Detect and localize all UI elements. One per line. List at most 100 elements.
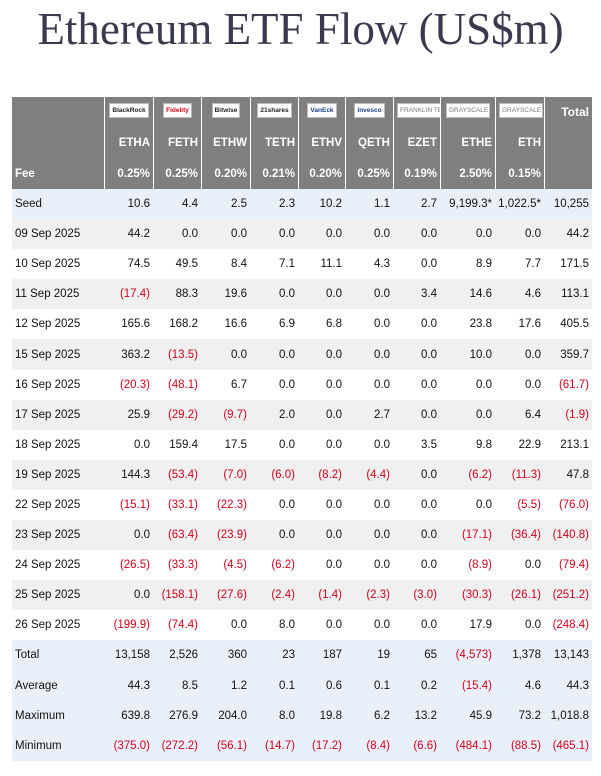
flow-cell: 65 [393, 640, 440, 671]
table-row: 17 Sep 2025 25.9 (29.2) (9.7) 2.0 0.0 2.7 0.0 0.… [12, 399, 592, 430]
flow-cell: 0.0 [298, 489, 345, 521]
flow-cell: 45.9 [440, 700, 495, 731]
flow-cell: 204.0 [201, 700, 250, 731]
flow-cell: 363.2 [104, 339, 153, 370]
flow-cell: 0.0 [345, 369, 393, 400]
flow-cell: 0.0 [393, 489, 440, 521]
flow-cell: 6.4 [495, 399, 544, 430]
flow-cell: (15.4) [440, 670, 495, 701]
flow-cell: 2.5 [201, 189, 250, 220]
flow-cell: (22.3) [201, 489, 250, 521]
corner-cell [12, 127, 104, 158]
flow-cell: (23.9) [201, 520, 250, 551]
row-label: 22 Sep 2025 [12, 489, 104, 521]
fee-cell: 0.25% [153, 158, 201, 189]
flow-cell: (4.5) [201, 550, 250, 581]
flow-cell: 0.0 [495, 219, 544, 250]
flow-cell: 13,158 [104, 640, 153, 671]
table-row: 24 Sep 2025 (26.5) (33.3) (4.5) (6.2) 0.0 0.0 0… [12, 550, 592, 581]
flow-cell: 0.0 [250, 489, 298, 521]
flow-cell: 4.6 [495, 279, 544, 310]
flow-cell: 165.6 [104, 309, 153, 340]
flow-cell: 0.0 [345, 489, 393, 521]
flow-cell: 0.0 [345, 610, 393, 641]
flow-cell: 14.6 [440, 279, 495, 310]
flow-cell: (53.4) [153, 459, 201, 490]
row-label: 10 Sep 2025 [12, 249, 104, 280]
logo-row: BlackRock Fidelity Bitwise 21shares VanE… [12, 97, 592, 158]
flow-cell: 2,526 [153, 640, 201, 671]
flow-cell: 0.0 [201, 610, 250, 641]
flow-cell: 0.0 [298, 429, 345, 460]
flow-cell: (15.1) [104, 489, 153, 521]
flow-cell: 0.0 [393, 339, 440, 370]
flow-cell: 0.0 [345, 219, 393, 250]
flow-cell: 7.7 [495, 249, 544, 280]
ticker-header: ETHV [298, 127, 345, 158]
row-label: 18 Sep 2025 [12, 429, 104, 460]
flow-cell: 19.8 [298, 700, 345, 731]
ticker-header: ETHE [440, 127, 495, 158]
flow-cell: 168.2 [153, 309, 201, 340]
flow-cell: 1,378 [495, 640, 544, 671]
row-label: 16 Sep 2025 [12, 369, 104, 400]
fee-cell: 0.15% [495, 158, 544, 189]
flow-cell: 0.0 [393, 399, 440, 430]
flow-cell: 0.0 [440, 369, 495, 400]
ticker-row: ETHA FETH ETHW TETH ETHV QETH EZET ETHE … [12, 127, 592, 158]
table-row: Minimum (375.0) (272.2) (56.1) (14.7) (17.2)(… [12, 730, 592, 761]
flow-cell: 0.1 [250, 670, 298, 701]
flow-cell: 9.8 [440, 429, 495, 460]
flow-cell: 0.0 [298, 339, 345, 370]
fee-cell: 0.19% [393, 158, 440, 189]
flow-cell: 0.0 [153, 219, 201, 250]
flow-cell: (26.1) [495, 580, 544, 611]
blackrock-logo: BlackRock [109, 103, 149, 118]
invesco-logo: Invesco [354, 103, 385, 118]
etf-flow-table: BlackRock Fidelity Bitwise 21shares VanE… [12, 97, 592, 761]
row-total-cell: 47.8 [544, 459, 592, 490]
flow-cell: (27.6) [201, 580, 250, 611]
flow-cell: 0.0 [298, 399, 345, 430]
franklin-templeton-logo: FRANKLIN TEMPLETON [397, 103, 440, 118]
flow-cell: 0.0 [345, 520, 393, 551]
ticker-header: ETH [495, 127, 544, 158]
flow-cell: (6.2) [250, 550, 298, 581]
table-row: 25 Sep 2025 0.0 (158.1) (27.6) (2.4) (1.4) (2.… [12, 580, 592, 611]
table-row: Seed 10.6 4.4 2.5 2.3 10.2 1.1 2.7 9,199.3* 1,022… [12, 189, 592, 220]
flow-cell: 16.6 [201, 309, 250, 340]
flow-cell: 0.0 [298, 610, 345, 641]
flow-cell: 0.0 [440, 489, 495, 521]
table-row: 26 Sep 2025 (199.9) (74.4) 0.0 8.0 0.0 0.0 0.0 1… [12, 610, 592, 641]
issuer-logo-cell: BlackRock [104, 97, 153, 127]
flow-cell: 0.0 [298, 219, 345, 250]
flow-cell: 0.0 [298, 520, 345, 551]
fee-row: Fee 0.25% 0.25% 0.20% 0.21% 0.20% 0.25% … [12, 158, 592, 189]
row-total-cell: 44.3 [544, 670, 592, 701]
row-label: 09 Sep 2025 [12, 219, 104, 250]
flow-cell: (4.4) [345, 459, 393, 490]
flow-cell: 0.0 [495, 550, 544, 581]
row-label: 23 Sep 2025 [12, 520, 104, 551]
flow-cell: 8.9 [440, 249, 495, 280]
row-label: 26 Sep 2025 [12, 610, 104, 641]
flow-cell: (1.4) [298, 580, 345, 611]
row-total-cell: 213.1 [544, 429, 592, 460]
flow-cell: 187 [298, 640, 345, 671]
total-header: Total [544, 97, 592, 158]
flow-cell: 0.0 [440, 219, 495, 250]
flow-cell: (6.2) [440, 459, 495, 490]
flow-rows: Seed 10.6 4.4 2.5 2.3 10.2 1.1 2.7 9,199.3* 1,022… [12, 189, 592, 761]
flow-cell: 639.8 [104, 700, 153, 731]
row-total-cell: (465.1) [544, 730, 592, 761]
row-total-cell: (140.8) [544, 520, 592, 551]
row-total-cell: (1.9) [544, 399, 592, 430]
row-total-cell: (61.7) [544, 369, 592, 400]
flow-cell: (8.4) [345, 730, 393, 761]
flow-cell: 88.3 [153, 279, 201, 310]
fee-cell: 0.25% [104, 158, 153, 189]
row-total-cell: (251.2) [544, 580, 592, 611]
table-row: 16 Sep 2025 (20.3) (48.1) 6.7 0.0 0.0 0.0 0.0 0.… [12, 369, 592, 400]
table-row: 12 Sep 2025 165.6 168.2 16.6 6.9 6.8 0.0 0.0 23.… [12, 309, 592, 340]
table-row: Maximum 639.8 276.9 204.0 8.0 19.8 6.2 13.2 45.9… [12, 700, 592, 731]
